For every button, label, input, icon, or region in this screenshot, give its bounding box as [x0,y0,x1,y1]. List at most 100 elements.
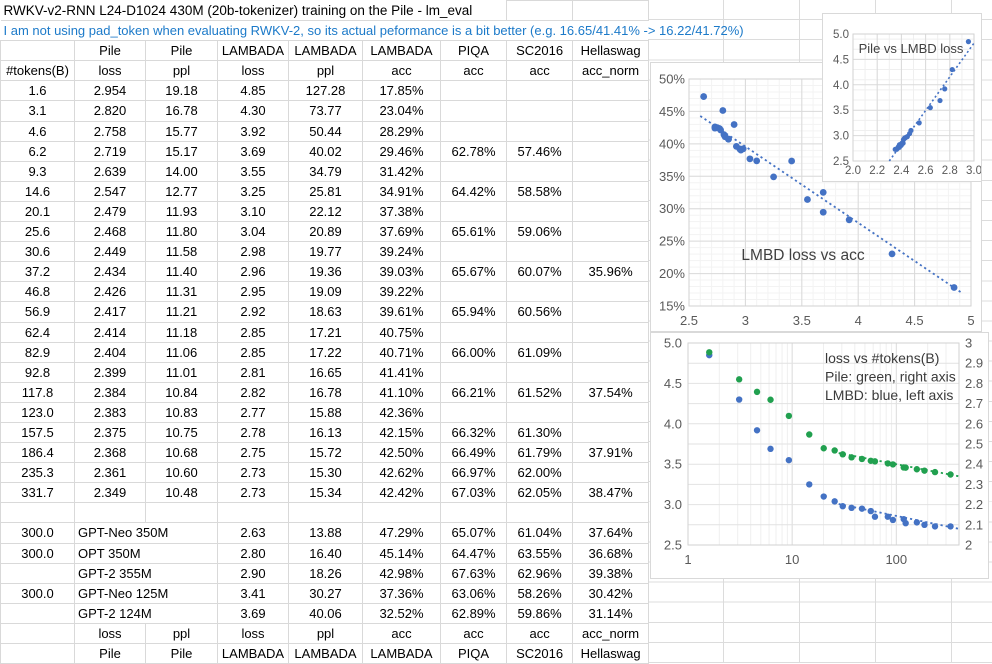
data-cell[interactable]: 30.42% [572,582,650,604]
data-cell[interactable] [0,602,75,624]
data-cell[interactable]: 10.60 [145,462,218,484]
data-cell[interactable] [439,241,508,263]
data-cell[interactable]: 19.18 [145,80,218,102]
data-cell[interactable]: 11.58 [145,241,218,263]
footer-dataset[interactable]: LAMBADA [362,642,441,664]
column-group-header[interactable]: SC2016 [506,40,574,62]
data-cell[interactable]: 2.434 [74,261,146,283]
data-cell[interactable]: 34.91% [362,180,441,202]
data-cell[interactable]: 3.55 [217,160,289,182]
data-cell[interactable]: 3.10 [217,200,289,223]
footer-metric[interactable]: loss [217,622,289,645]
data-cell[interactable]: 2.349 [74,482,146,504]
footer-dataset[interactable]: LAMBADA [288,642,363,664]
data-cell[interactable]: 2.954 [74,80,146,102]
data-cell[interactable]: 6.2 [0,140,75,162]
footer-dataset[interactable] [0,642,75,664]
data-cell[interactable]: 60.56% [506,301,574,323]
column-header[interactable]: acc [506,60,574,82]
data-cell[interactable]: 11.80 [145,221,218,243]
data-cell[interactable] [572,140,650,162]
data-cell[interactable] [572,341,650,363]
data-cell[interactable]: 92.8 [0,361,75,383]
data-cell[interactable]: 3.41 [217,582,289,604]
data-cell[interactable]: 42.42% [362,482,441,504]
data-cell[interactable]: 2.82 [217,381,289,403]
data-cell[interactable] [572,241,650,263]
data-cell[interactable] [572,401,650,423]
data-cell[interactable]: 61.30% [506,421,574,444]
data-cell[interactable]: 2.73 [217,462,289,484]
column-group-header[interactable]: PIQA [439,40,508,62]
data-cell[interactable]: 157.5 [0,421,75,444]
data-cell[interactable] [439,120,508,142]
data-cell[interactable]: 4.85 [217,80,289,102]
data-cell[interactable]: 2.96 [217,261,289,283]
data-cell[interactable]: 37.38% [362,200,441,223]
data-cell[interactable]: 3.04 [217,221,289,243]
data-cell[interactable]: 37.36% [362,582,441,604]
column-group-header[interactable]: LAMBADA [362,40,441,62]
data-cell[interactable]: 19.36 [288,261,363,283]
data-cell[interactable]: 2.92 [217,301,289,323]
data-cell[interactable]: 10.75 [145,421,218,444]
data-cell[interactable]: 4.6 [0,120,75,142]
data-cell[interactable]: 31.42% [362,160,441,182]
model-name-cell[interactable]: OPT 350M [74,542,218,564]
data-cell[interactable]: 2.78 [217,421,289,444]
data-cell[interactable]: 62.89% [439,602,508,624]
data-cell[interactable] [572,301,650,323]
data-cell[interactable]: 2.361 [74,462,146,484]
data-cell[interactable]: 2.98 [217,241,289,263]
data-cell[interactable]: 61.04% [506,522,574,544]
data-cell[interactable]: 40.06 [288,602,363,624]
data-cell[interactable] [506,361,574,383]
data-cell[interactable]: 65.94% [439,301,508,323]
data-cell[interactable]: 2.73 [217,482,289,504]
cell[interactable] [572,0,650,22]
data-cell[interactable]: 17.21 [288,321,363,343]
footer-dataset[interactable]: LAMBADA [217,642,289,664]
data-cell[interactable]: 16.13 [288,421,363,444]
data-cell[interactable]: 37.64% [572,522,650,544]
data-cell[interactable]: 36.68% [572,542,650,564]
data-cell[interactable]: 39.38% [572,562,650,584]
data-cell[interactable]: 66.32% [439,421,508,444]
data-cell[interactable]: 2.63 [217,522,289,544]
footer-metric[interactable]: ppl [145,622,218,645]
data-cell[interactable]: 2.417 [74,301,146,323]
data-cell[interactable] [506,401,574,423]
data-cell[interactable]: 2.399 [74,361,146,383]
empty-cell[interactable] [362,502,441,524]
data-cell[interactable] [506,281,574,303]
column-group-header[interactable]: Pile [74,40,146,62]
data-cell[interactable]: 13.88 [288,522,363,544]
data-cell[interactable] [506,241,574,263]
data-cell[interactable]: 61.52% [506,381,574,403]
data-cell[interactable]: 15.88 [288,401,363,423]
column-header[interactable]: ppl [288,60,363,82]
footer-dataset[interactable]: SC2016 [506,642,574,664]
data-cell[interactable]: 123.0 [0,401,75,423]
data-cell[interactable] [572,421,650,444]
column-header[interactable]: acc [439,60,508,82]
data-cell[interactable]: 11.18 [145,321,218,343]
data-cell[interactable]: 14.6 [0,180,75,202]
data-cell[interactable]: 62.05% [506,482,574,504]
data-cell[interactable] [0,562,75,584]
data-cell[interactable]: 2.383 [74,401,146,423]
data-cell[interactable]: 63.55% [506,542,574,564]
data-cell[interactable]: 61.09% [506,341,574,363]
column-group-header[interactable]: Pile [145,40,218,62]
data-cell[interactable]: 15.17 [145,140,218,162]
data-cell[interactable] [572,200,650,223]
footer-metric[interactable]: acc_norm [572,622,650,645]
data-cell[interactable]: 186.4 [0,442,75,464]
data-cell[interactable]: 59.86% [506,602,574,624]
data-cell[interactable]: 11.31 [145,281,218,303]
data-cell[interactable]: 300.0 [0,542,75,564]
data-cell[interactable]: 64.42% [439,180,508,202]
data-cell[interactable]: 10.48 [145,482,218,504]
data-cell[interactable]: 30.6 [0,241,75,263]
data-cell[interactable]: 2.80 [217,542,289,564]
